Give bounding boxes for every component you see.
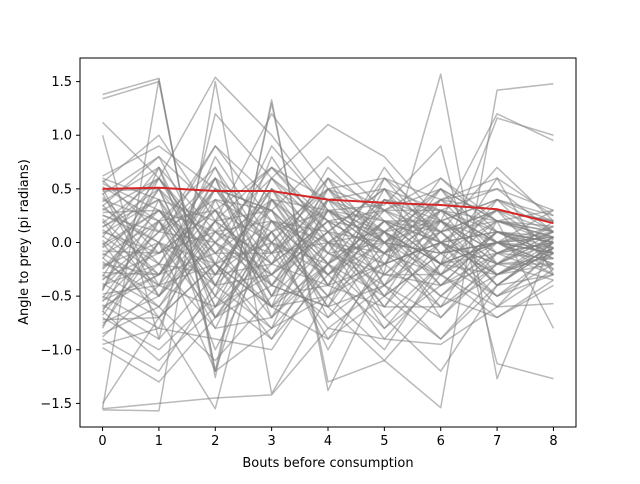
trial-line (102, 177, 554, 287)
y-tick-label: −1.5 (40, 397, 72, 412)
trial-line (102, 252, 554, 340)
x-tick-label: 7 (493, 434, 501, 449)
x-tick-label: 8 (549, 434, 557, 449)
y-tick-label: 1.0 (51, 129, 72, 144)
x-tick-label: 0 (98, 434, 106, 449)
x-tick-label: 1 (155, 434, 163, 449)
y-tick-label: 0.0 (51, 236, 72, 251)
y-axis-label: Angle to prey (pi radians) (17, 159, 32, 325)
y-tick-label: −1.0 (40, 343, 72, 358)
plot-lines (101, 73, 555, 412)
x-tick-label: 3 (267, 434, 275, 449)
trial-line (102, 252, 554, 362)
x-tick-label: 2 (211, 434, 219, 449)
mean-line (102, 186, 554, 225)
y-axis: −1.5 −1.0 −0.5 0.0 0.5 1.0 1.5 (40, 75, 80, 412)
x-tick-label: 5 (380, 434, 388, 449)
y-tick-label: −0.5 (40, 290, 72, 305)
x-axis: 0 1 2 3 4 5 6 7 8 (98, 427, 558, 449)
trial-line (102, 145, 554, 222)
trial-line (102, 220, 554, 308)
y-tick-label: 0.5 (51, 182, 72, 197)
x-axis-label: Bouts before consumption (242, 456, 413, 471)
trial-line (102, 279, 554, 383)
trial-line (102, 247, 554, 340)
x-tick-label: 4 (324, 434, 332, 449)
y-tick-label: 1.5 (51, 75, 72, 90)
x-tick-label: 6 (437, 434, 445, 449)
trial-line (102, 155, 554, 265)
trial-line (101, 177, 554, 287)
trial-line (101, 220, 554, 351)
